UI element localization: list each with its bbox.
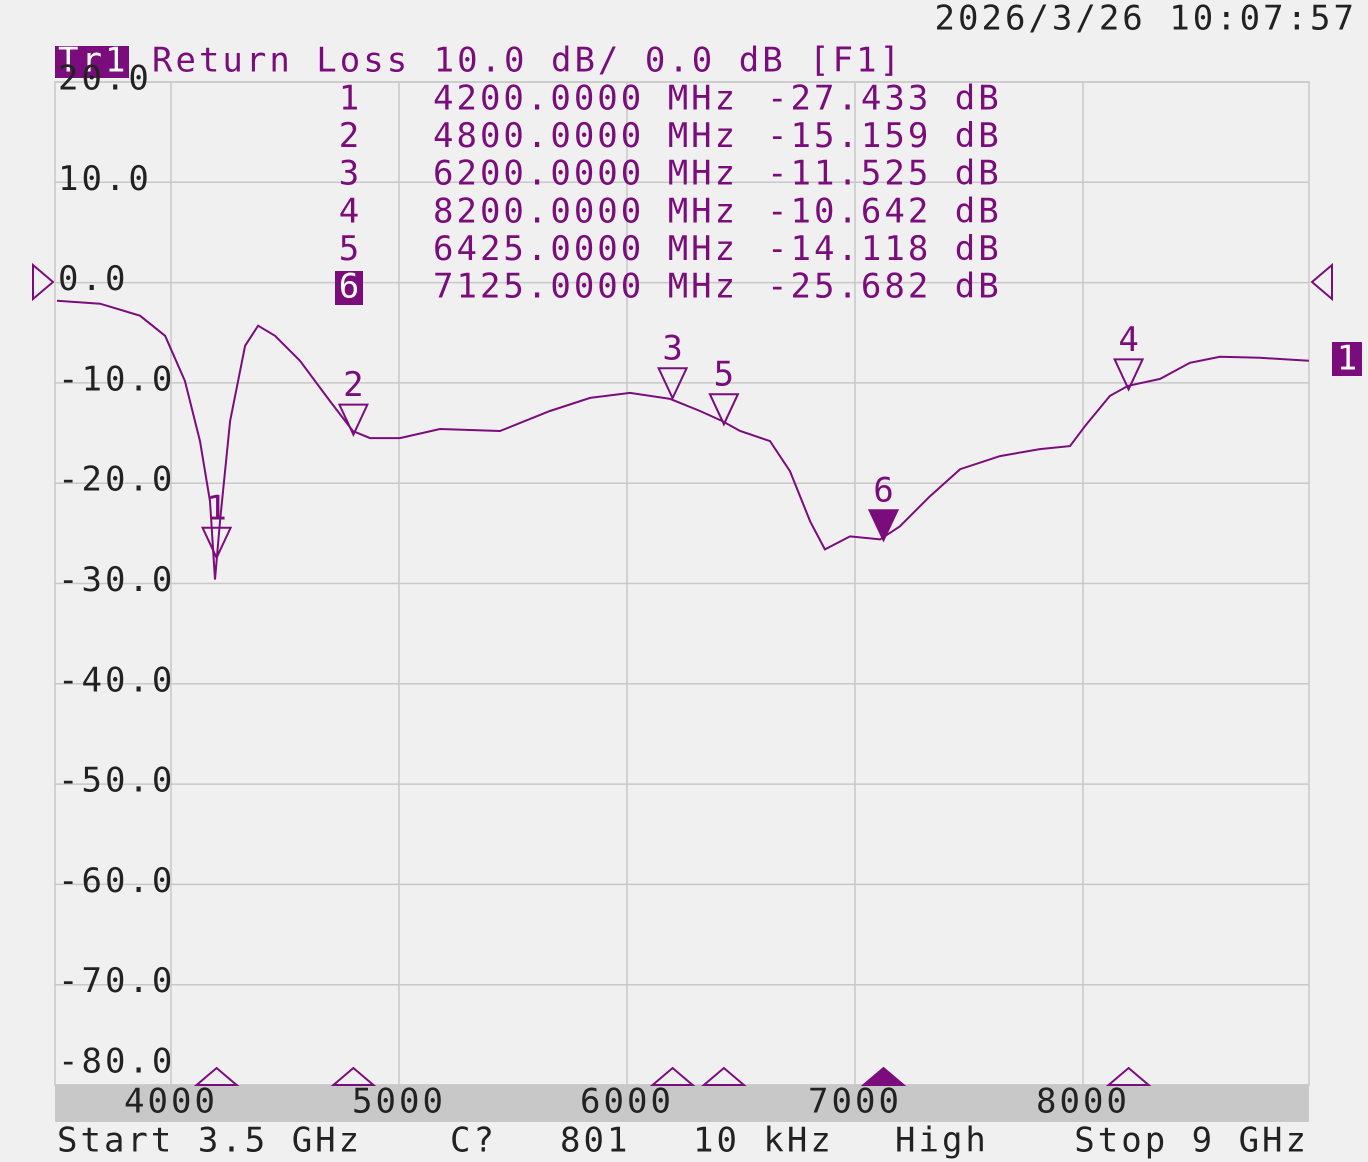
marker-table-value: -10.642 dB	[767, 191, 1002, 231]
x-tick-label: 4000	[124, 1082, 218, 1122]
marker-label: 3	[662, 329, 682, 369]
marker-bottom-indicator	[193, 1066, 240, 1086]
trace-badge	[55, 46, 129, 78]
y-tick-label: -60.0	[58, 861, 175, 901]
chart-title: Return Loss 10.0 dB/ 0.0 dB [F1]	[152, 41, 903, 81]
marker-label: 1	[206, 488, 226, 528]
marker-bottom-indicator	[701, 1066, 747, 1086]
active-marker-badge	[335, 271, 363, 305]
status-field: 10 kHz	[693, 1121, 834, 1161]
marker-label: 6	[873, 471, 893, 511]
y-tick-label: -50.0	[58, 761, 175, 801]
marker-table-frequency: 4800.0000 MHz	[433, 116, 738, 156]
marker-table-frequency: 7125.0000 MHz	[433, 267, 738, 307]
marker-triangle	[657, 367, 689, 401]
x-tick-label: 5000	[352, 1082, 446, 1122]
marker-table-value: -11.525 dB	[767, 154, 1002, 194]
y-tick-label: 20.0	[58, 59, 152, 99]
marker-table-id: 1	[339, 79, 359, 119]
status-field: Stop 9 GHz	[1074, 1121, 1309, 1161]
marker-bottom-indicator	[860, 1066, 907, 1086]
y-tick-label: -70.0	[58, 961, 175, 1001]
x-tick-label: 8000	[1036, 1082, 1130, 1122]
marker-table-id: 2	[339, 116, 359, 156]
marker-label: 5	[714, 355, 734, 395]
marker-bottom-indicator	[649, 1066, 696, 1086]
reference-arrow-right	[1310, 262, 1333, 302]
marker-label: 2	[343, 365, 363, 405]
status-field: 801	[560, 1121, 630, 1161]
trace-name: Tr1	[58, 41, 128, 81]
status-field: High	[895, 1121, 989, 1161]
marker-triangle	[867, 509, 900, 543]
marker-triangle	[201, 526, 233, 561]
marker-triangle	[1113, 358, 1145, 392]
y-tick-label: 10.0	[58, 159, 152, 199]
marker-table-value: -27.433 dB	[767, 79, 1002, 119]
y-tick-label: -30.0	[58, 560, 175, 600]
marker-table-frequency: 6200.0000 MHz	[433, 154, 738, 194]
marker-bottom-indicator	[330, 1066, 377, 1086]
marker-bottom-indicator	[1105, 1066, 1152, 1086]
y-tick-label: 0.0	[58, 259, 128, 299]
marker-table-frequency: 8200.0000 MHz	[433, 191, 738, 231]
y-tick-label: -20.0	[58, 460, 175, 500]
marker-table-frequency: 4200.0000 MHz	[433, 79, 738, 119]
marker-table-id: 3	[339, 154, 359, 194]
marker-table-value: -15.159 dB	[767, 116, 1002, 156]
marker-table-id: 4	[339, 191, 359, 231]
marker-table-id: 5	[339, 229, 359, 269]
marker-table-id: 6	[339, 267, 359, 307]
x-axis-band	[55, 1085, 1309, 1122]
trace-end-label: 1	[1337, 339, 1357, 379]
marker-table-value: -14.118 dB	[767, 229, 1002, 269]
trace	[56, 299, 1309, 580]
status-field: Start 3.5 GHz	[57, 1121, 362, 1161]
marker-triangle	[708, 393, 740, 427]
marker-triangle	[337, 403, 369, 438]
y-tick-label: -80.0	[58, 1042, 175, 1082]
marker-table-value: -25.682 dB	[767, 267, 1002, 307]
marker-label: 4	[1118, 320, 1138, 360]
timestamp: 2026/3/26 10:07:57	[935, 0, 1357, 39]
trace-end-badge	[1332, 342, 1362, 376]
reference-arrow-left	[32, 262, 55, 302]
x-tick-label: 7000	[808, 1082, 902, 1122]
marker-table-frequency: 6425.0000 MHz	[433, 229, 738, 269]
y-tick-label: -10.0	[58, 359, 175, 399]
y-tick-label: -40.0	[58, 660, 175, 700]
x-tick-label: 6000	[580, 1082, 674, 1122]
status-field: C?	[450, 1121, 497, 1161]
